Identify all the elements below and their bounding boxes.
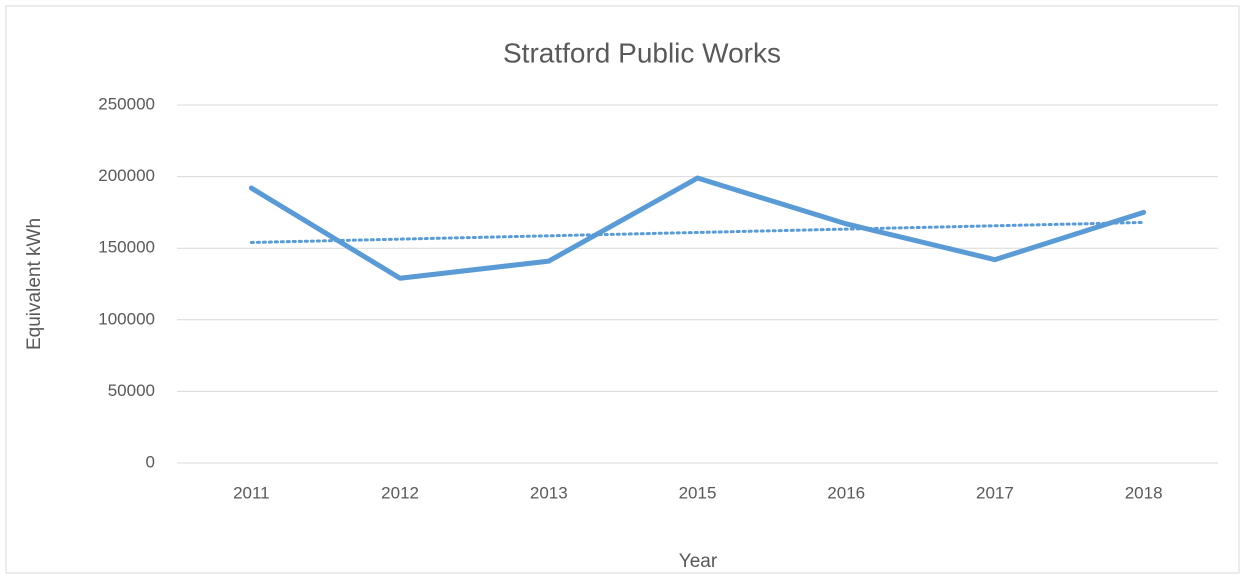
chart-title: Stratford Public Works: [503, 37, 781, 68]
y-tick-label: 150000: [98, 238, 155, 257]
chart-frame: [5, 5, 1240, 574]
x-tick-label: 2013: [530, 483, 568, 502]
x-tick-label: 2012: [381, 483, 419, 502]
x-tick-label: 2017: [976, 483, 1014, 502]
x-axis-label: Year: [679, 551, 718, 572]
y-tick-label: 0: [146, 452, 155, 471]
y-tick-label: 100000: [98, 309, 155, 328]
y-tick-label: 50000: [108, 381, 155, 400]
data-line: [248, 175, 1147, 281]
trendline: [249, 220, 1146, 244]
y-tick-label: 200000: [98, 166, 155, 185]
x-tick-label: 2015: [679, 483, 717, 502]
x-tick-label: 2011: [233, 483, 270, 502]
y-axis-label: Equivalent kWh: [24, 218, 45, 350]
x-tick-label: 2018: [1125, 483, 1163, 502]
x-tick-label: 2016: [827, 483, 865, 502]
y-tick-label: 250000: [98, 94, 155, 113]
